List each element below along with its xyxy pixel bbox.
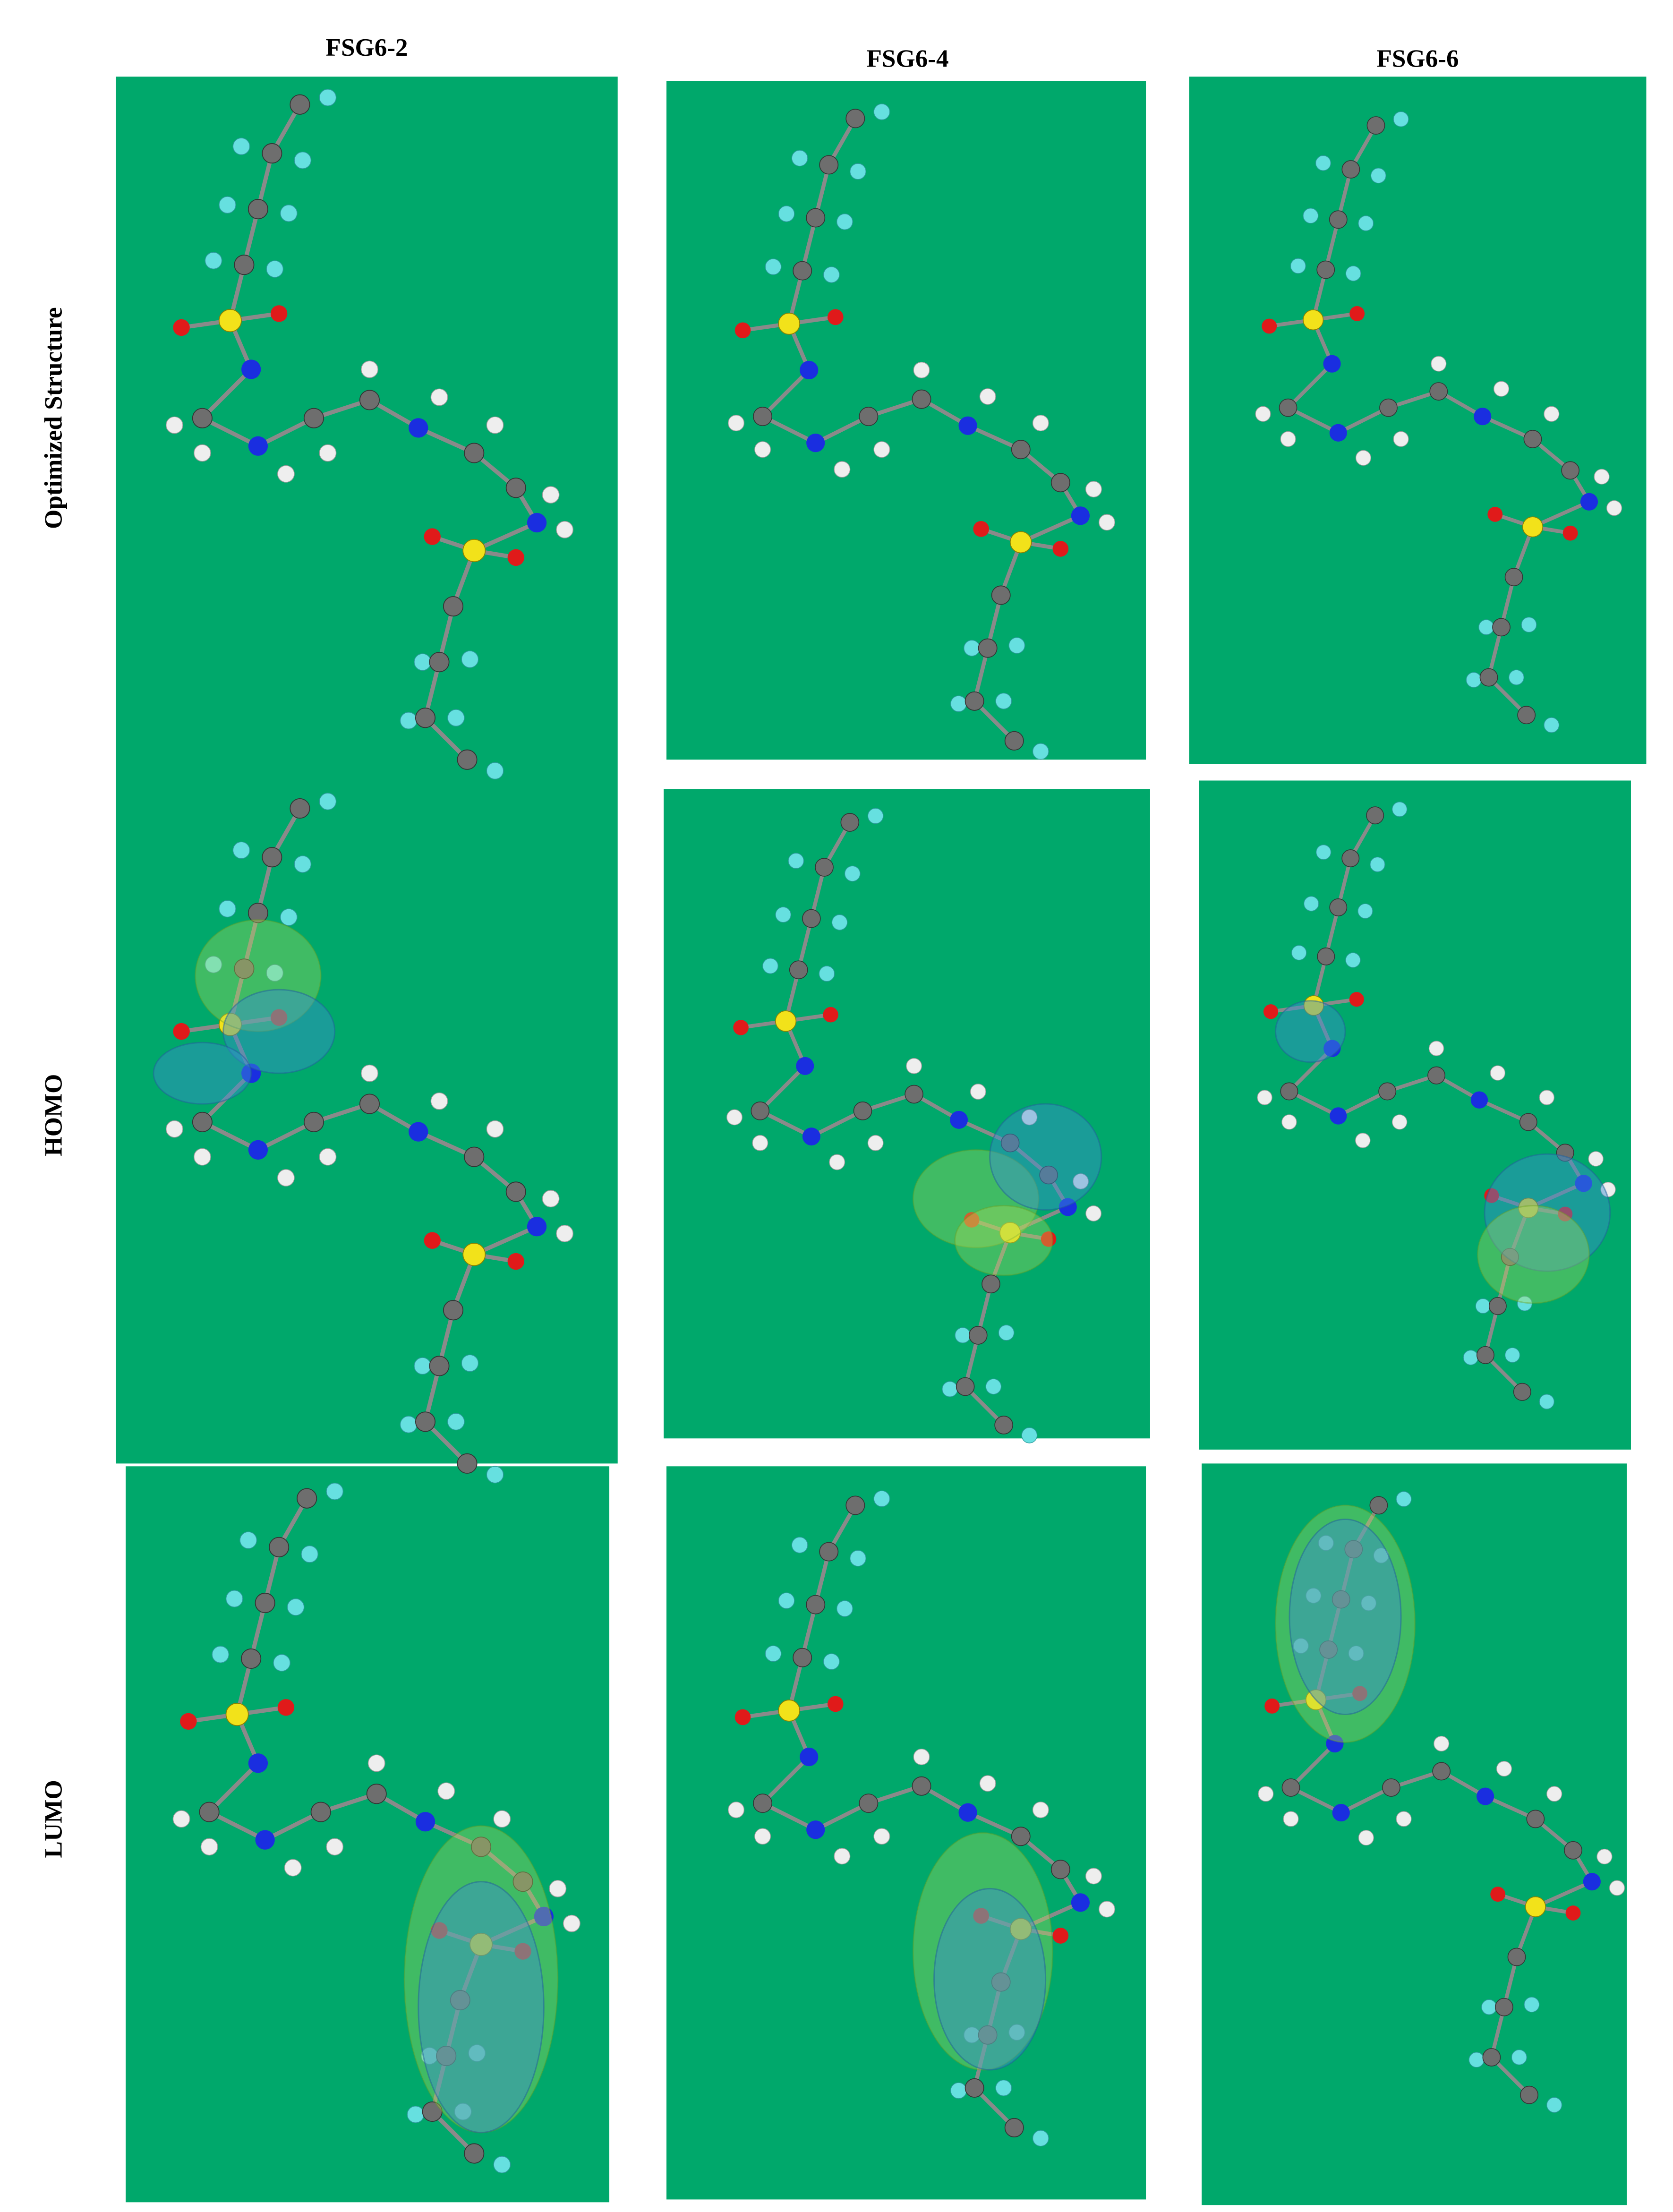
panel: [126, 1466, 610, 2203]
row-label: LUMO: [40, 1780, 67, 1858]
row-label: Optimized Structure: [40, 307, 67, 529]
panel: [1189, 77, 1647, 764]
panel: [116, 77, 618, 1464]
panel: [664, 789, 1150, 1439]
column-header: FSG6-4: [866, 45, 948, 73]
column-header: FSG6-2: [326, 34, 408, 61]
panel: [1202, 1463, 1627, 2205]
lumo-orbital: [403, 1504, 1416, 2134]
panel: [1199, 780, 1631, 1450]
column-header: FSG6-6: [1376, 45, 1459, 73]
row-label: HOMO: [40, 1074, 67, 1156]
panel: [666, 81, 1146, 760]
panel: [666, 1466, 1146, 2200]
homo-orbital: [153, 919, 1611, 1304]
